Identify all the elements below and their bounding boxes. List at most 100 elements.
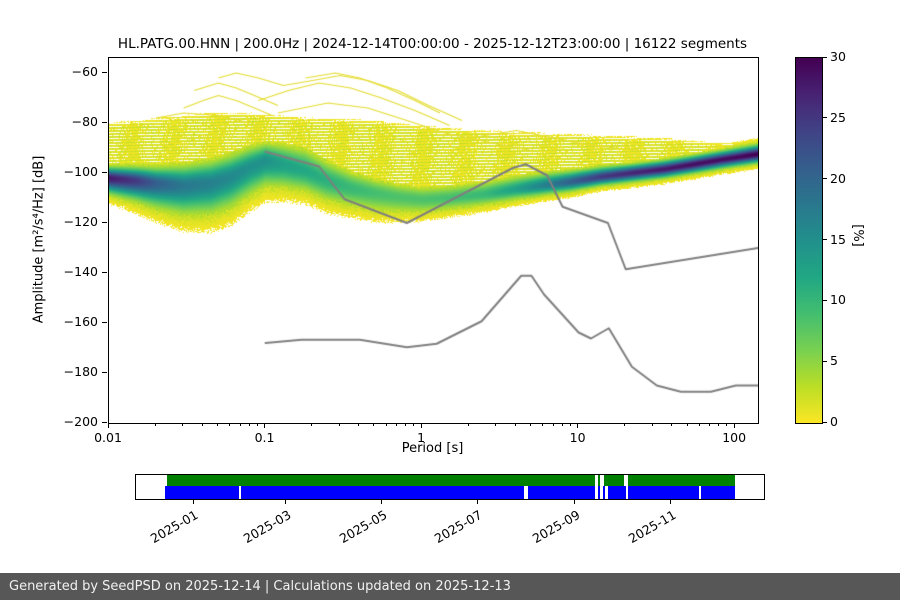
colorbar-tick xyxy=(823,360,827,362)
timeline-green-segment xyxy=(167,475,596,486)
colorbar-tick xyxy=(823,178,827,180)
x-minor-tick xyxy=(405,423,407,426)
timeline-tick xyxy=(192,500,194,504)
y-tick-label: −120 xyxy=(63,214,98,229)
x-minor-tick xyxy=(239,423,241,426)
x-minor-tick xyxy=(569,423,571,426)
x-tick xyxy=(264,423,266,428)
x-tick xyxy=(107,423,109,428)
x-tick xyxy=(733,423,735,428)
x-minor-tick xyxy=(651,423,653,426)
x-tick-label: 0.1 xyxy=(254,430,275,445)
timeline-blue-segment xyxy=(607,486,626,499)
y-tick xyxy=(102,321,107,323)
y-tick-label: −80 xyxy=(71,114,98,129)
chart-title: HL.PATG.00.HNN | 200.0Hz | 2024-12-14T00… xyxy=(117,36,748,52)
colorbar-tick xyxy=(823,299,827,301)
footer-bar: Generated by SeedPSD on 2025-12-14 | Cal… xyxy=(0,573,900,600)
x-minor-tick xyxy=(552,423,554,426)
y-tick-label: −160 xyxy=(63,314,98,329)
x-minor-tick xyxy=(698,423,700,426)
x-minor-tick xyxy=(311,423,313,426)
timeline-blue-segment xyxy=(701,486,735,499)
colorbar-tick xyxy=(823,421,827,423)
x-minor-tick xyxy=(495,423,497,426)
timeline-green-segment xyxy=(598,475,601,486)
y-tick xyxy=(102,371,107,373)
colorbar-tick xyxy=(823,117,827,119)
colorbar-label: [%] xyxy=(849,224,865,247)
y-tick-label: −140 xyxy=(63,264,98,279)
x-minor-tick xyxy=(229,423,231,426)
y-tick xyxy=(102,171,107,173)
timeline-tick xyxy=(574,500,576,504)
plot-area xyxy=(108,57,759,424)
ppsd-heatmap-canvas xyxy=(109,58,758,423)
timeline-green-segment xyxy=(603,475,625,486)
x-minor-tick xyxy=(718,423,720,426)
colorbar xyxy=(795,57,823,424)
x-minor-tick xyxy=(201,423,203,426)
y-tick-label: −60 xyxy=(71,64,98,79)
colorbar-tick xyxy=(823,56,827,58)
timeline-tick-label: 2025-09 xyxy=(529,507,583,547)
y-tick-label: −100 xyxy=(63,164,98,179)
x-minor-tick xyxy=(686,423,688,426)
timeline-green-segment xyxy=(627,475,735,486)
y-tick xyxy=(102,271,107,273)
x-minor-tick xyxy=(529,423,531,426)
timeline-tick-label: 2025-11 xyxy=(625,507,679,547)
y-tick-label: −180 xyxy=(63,364,98,379)
colorbar-tick-label: 10 xyxy=(830,292,846,308)
timeline-tick xyxy=(476,500,478,504)
colorbar-canvas xyxy=(796,58,822,423)
x-minor-tick xyxy=(561,423,563,426)
x-minor-tick xyxy=(182,423,184,426)
x-tick-label: 1 xyxy=(417,430,426,445)
y-tick xyxy=(102,421,107,423)
x-minor-tick xyxy=(396,423,398,426)
timeline-blue-segment xyxy=(628,486,700,499)
x-tick xyxy=(420,423,422,428)
timeline-tick xyxy=(381,500,383,504)
x-minor-tick xyxy=(154,423,156,426)
timeline-blue-segment xyxy=(165,486,240,499)
y-tick xyxy=(102,71,107,73)
colorbar-tick-label: 25 xyxy=(830,109,846,125)
y-tick xyxy=(102,121,107,123)
timeline-blue-segment xyxy=(602,486,606,499)
x-minor-tick xyxy=(514,423,516,426)
timeline-tick xyxy=(285,500,287,504)
timeline-blue-segment xyxy=(241,486,525,499)
x-tick-label: 10 xyxy=(569,430,586,445)
x-minor-tick xyxy=(709,423,711,426)
footer-text: Generated by SeedPSD on 2025-12-14 | Cal… xyxy=(9,579,511,594)
x-minor-tick xyxy=(671,423,673,426)
x-tick xyxy=(577,423,579,428)
x-minor-tick xyxy=(726,423,728,426)
timeline-tick xyxy=(670,500,672,504)
colorbar-tick-label: 15 xyxy=(830,231,846,247)
x-minor-tick xyxy=(256,423,258,426)
colorbar-tick-label: 20 xyxy=(830,170,846,186)
availability-timeline xyxy=(135,474,765,500)
x-minor-tick xyxy=(373,423,375,426)
timeline-blue-segment xyxy=(527,486,595,499)
x-minor-tick xyxy=(624,423,626,426)
timeline-tick-label: 2025-05 xyxy=(336,507,390,547)
x-tick-label: 0.01 xyxy=(94,430,122,445)
x-minor-tick xyxy=(385,423,387,426)
colorbar-tick-label: 5 xyxy=(830,353,838,369)
y-axis-label: Amplitude [m²/s⁴/Hz] [dB] xyxy=(31,155,47,324)
colorbar-tick xyxy=(823,239,827,240)
x-minor-tick xyxy=(542,423,544,426)
x-axis-label: Period [s] xyxy=(401,441,464,456)
timeline-blue-segment xyxy=(597,486,600,499)
timeline-tick-label: 2025-07 xyxy=(432,507,485,547)
x-minor-tick xyxy=(216,423,218,426)
x-minor-tick xyxy=(467,423,469,426)
colorbar-tick-label: 0 xyxy=(830,414,838,429)
x-minor-tick xyxy=(338,423,340,426)
x-minor-tick xyxy=(413,423,415,426)
